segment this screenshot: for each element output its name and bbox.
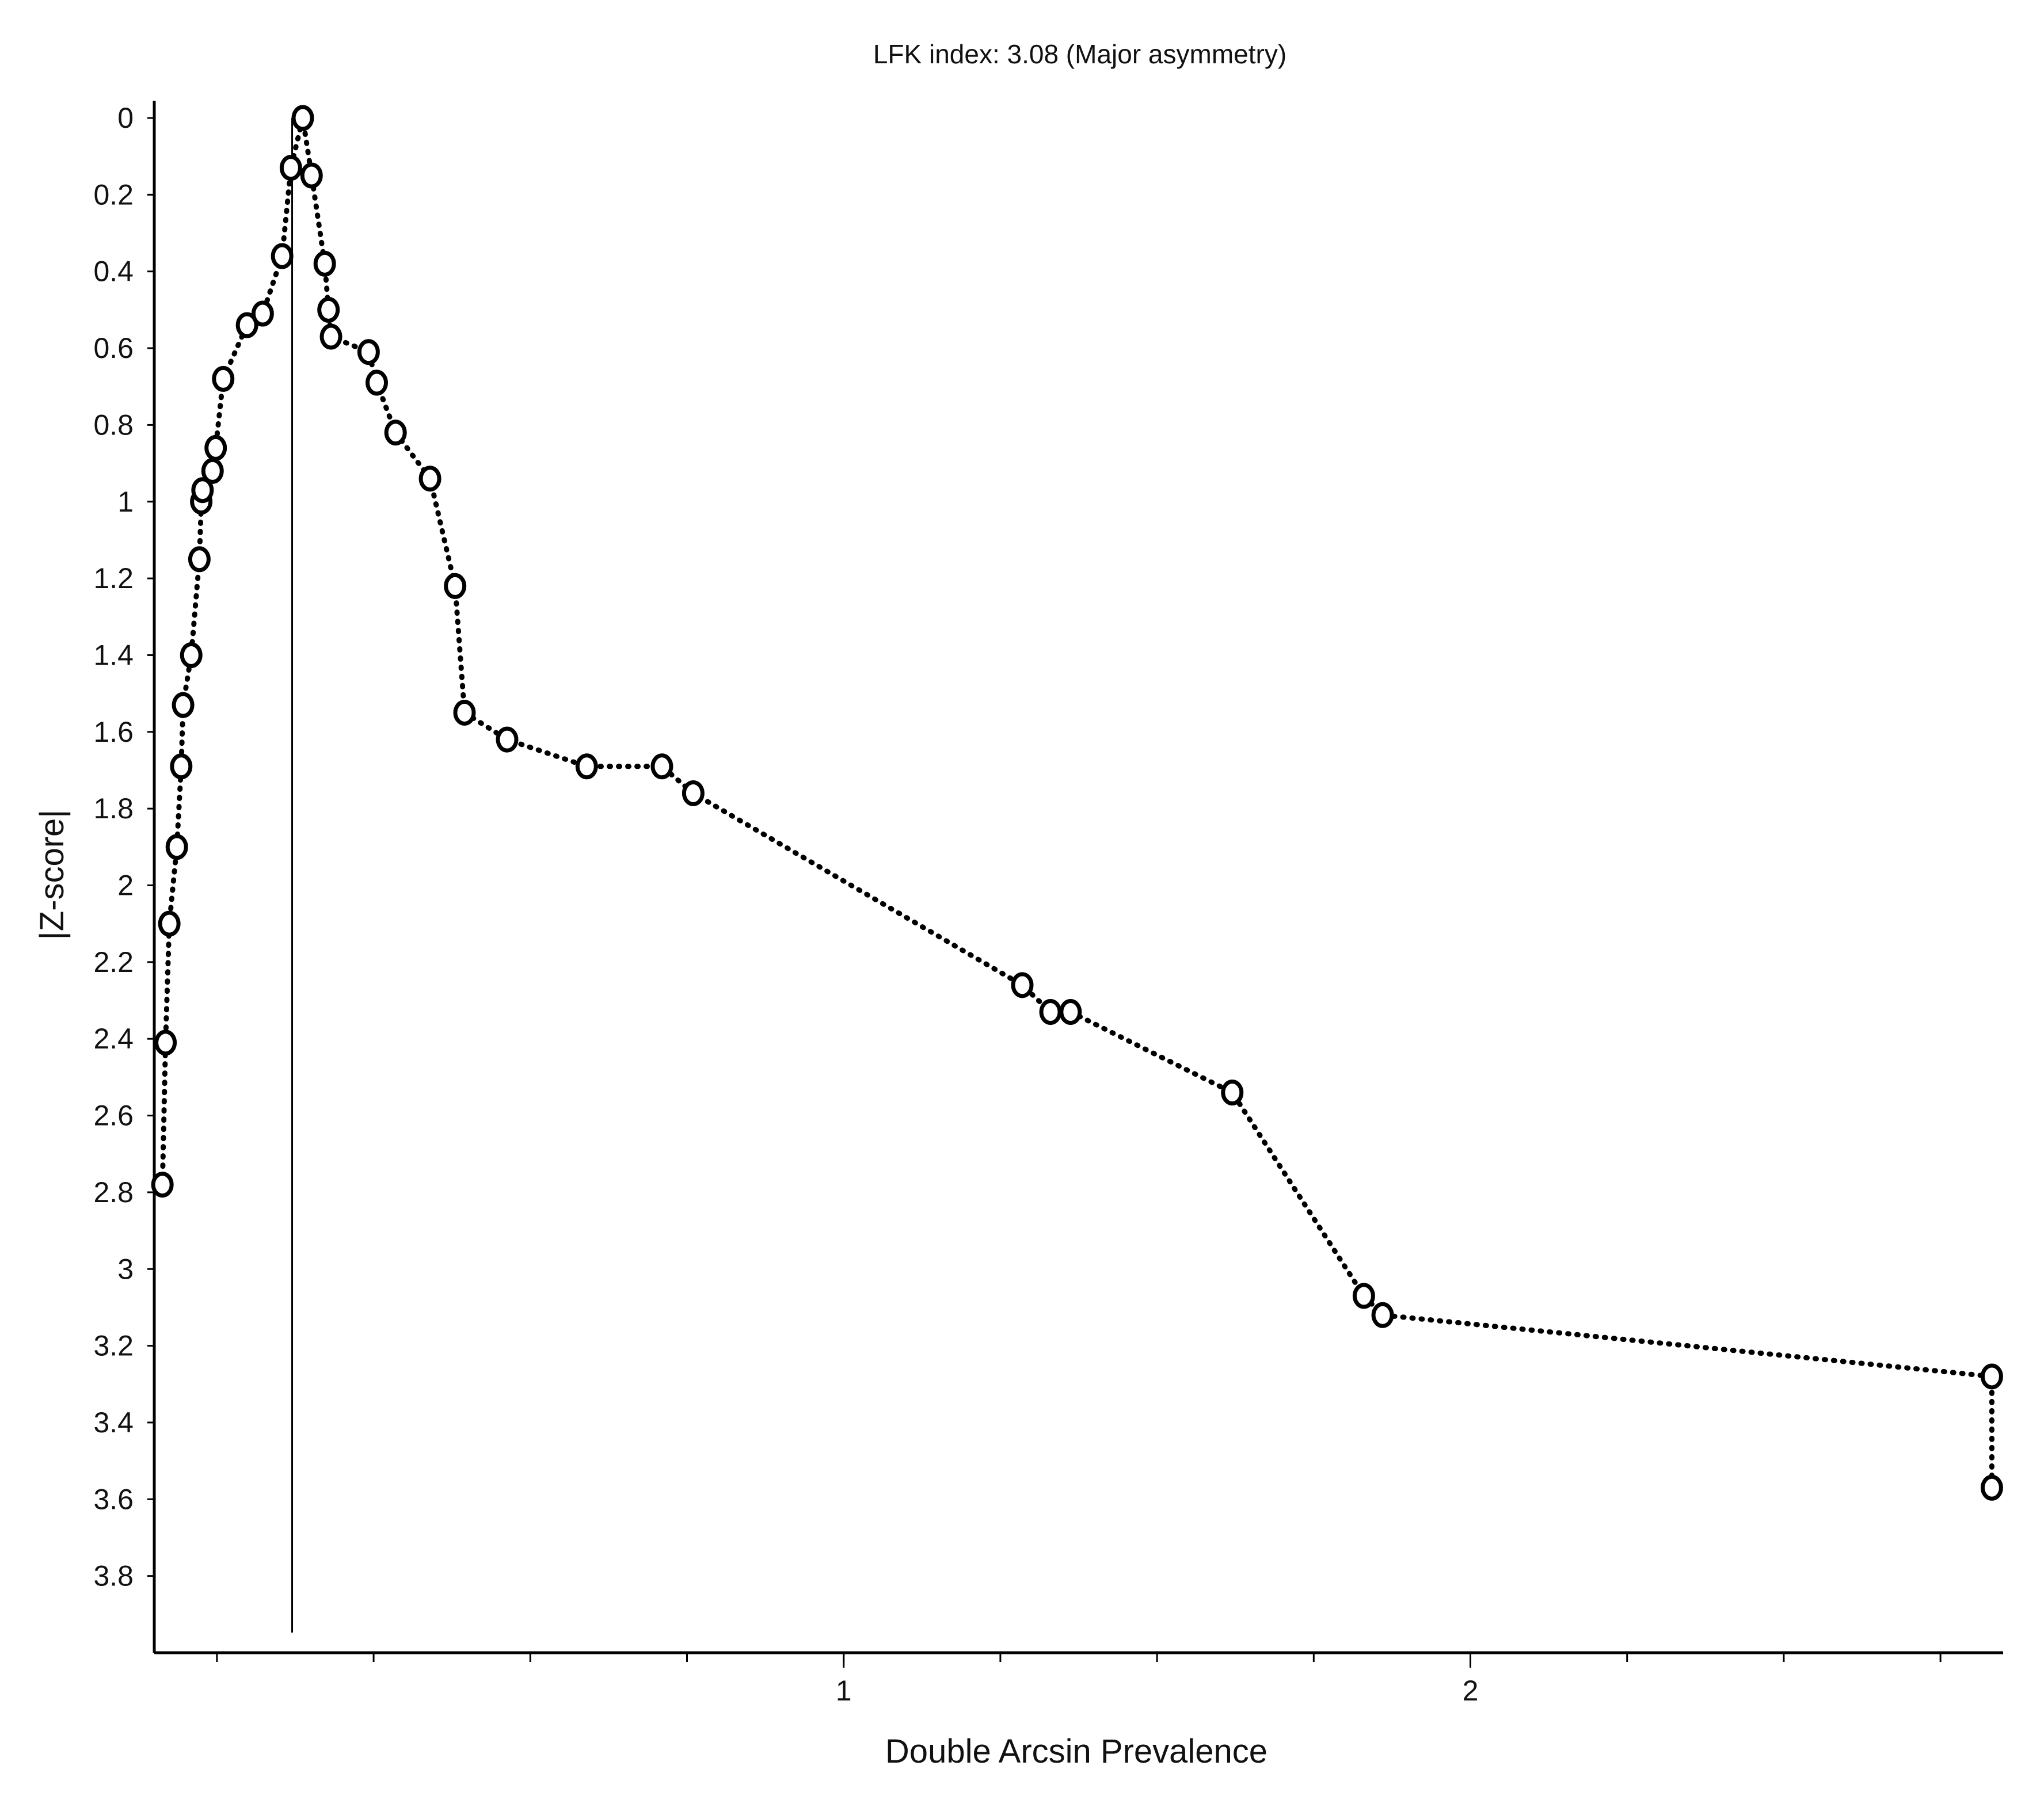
data-point	[180, 642, 203, 668]
y-tick-label: 1.8	[93, 792, 134, 825]
y-tick-label: 3.2	[93, 1330, 134, 1362]
data-point	[650, 753, 673, 780]
data-point	[1039, 999, 1062, 1025]
y-tick-label: 0.4	[93, 256, 134, 288]
data-point	[201, 457, 224, 484]
data-point	[158, 910, 181, 937]
y-tick-label: 1.6	[93, 716, 134, 748]
data-point	[191, 477, 214, 504]
data-point	[1371, 1302, 1394, 1328]
data-point	[291, 105, 314, 131]
data-point	[151, 1172, 174, 1198]
y-tick-label: 1.4	[93, 639, 134, 671]
doi-curve	[159, 115, 1994, 1490]
data-point	[444, 573, 467, 599]
y-tick-label: 2.4	[93, 1023, 134, 1055]
y-tick-label: 1.2	[93, 562, 134, 594]
y-tick-label: 0.2	[93, 178, 134, 211]
data-point	[575, 753, 598, 780]
data-point	[1352, 1283, 1375, 1309]
data-point	[188, 546, 211, 573]
y-axis-ticks: 0 0.2 0.4 0.6 0.8 1 1.2 1.4 1.6 1.8 2 2.2 2.4 2.6 2.8 3…	[93, 102, 154, 1592]
x-axis-label: Double Arcsin Prevalence	[885, 1733, 1267, 1770]
data-point	[418, 466, 441, 492]
y-tick-label: 2	[117, 870, 134, 902]
data-point	[204, 434, 227, 461]
data-point	[300, 162, 323, 189]
y-tick-label: 3.8	[93, 1560, 134, 1592]
data-point	[384, 420, 407, 446]
data-point	[154, 1029, 177, 1056]
y-tick-label: 3.6	[93, 1483, 134, 1515]
data-point	[235, 312, 258, 338]
x-tick-label: 1	[836, 1675, 852, 1707]
y-tick-label: 0.8	[93, 409, 134, 441]
data-point	[1011, 972, 1034, 998]
data-point	[1980, 1474, 2003, 1501]
y-tick-label: 2.6	[93, 1100, 134, 1132]
data-point	[170, 753, 193, 780]
x-tick-label: 2	[1463, 1675, 1479, 1707]
data-point	[1059, 999, 1082, 1025]
y-tick-label: 2.2	[93, 946, 134, 978]
y-tick-label: 0.6	[93, 332, 134, 364]
data-point	[453, 699, 476, 726]
data-point	[496, 726, 519, 753]
data-point	[1221, 1080, 1244, 1106]
data-point	[313, 250, 336, 277]
data-point	[319, 323, 342, 350]
data-point	[271, 243, 294, 269]
data-points	[151, 105, 2003, 1501]
data-point	[357, 339, 380, 365]
y-tick-label: 0	[117, 102, 134, 134]
data-point	[212, 365, 235, 392]
y-tick-label: 1	[117, 486, 134, 518]
chart-title: LFK index: 3.08 (Major asymmetry)	[873, 39, 1286, 69]
y-axis-label: |Z-score|	[33, 810, 71, 940]
data-point	[1980, 1363, 2003, 1390]
y-tick-label: 3.4	[93, 1406, 134, 1439]
data-point	[366, 369, 389, 396]
y-tick-label: 3	[117, 1253, 134, 1285]
data-point	[317, 296, 340, 323]
y-tick-label: 2.8	[93, 1176, 134, 1208]
data-point	[165, 834, 188, 860]
data-point	[279, 155, 302, 181]
data-point	[172, 692, 195, 718]
data-point	[682, 780, 705, 806]
data-point	[251, 300, 274, 327]
